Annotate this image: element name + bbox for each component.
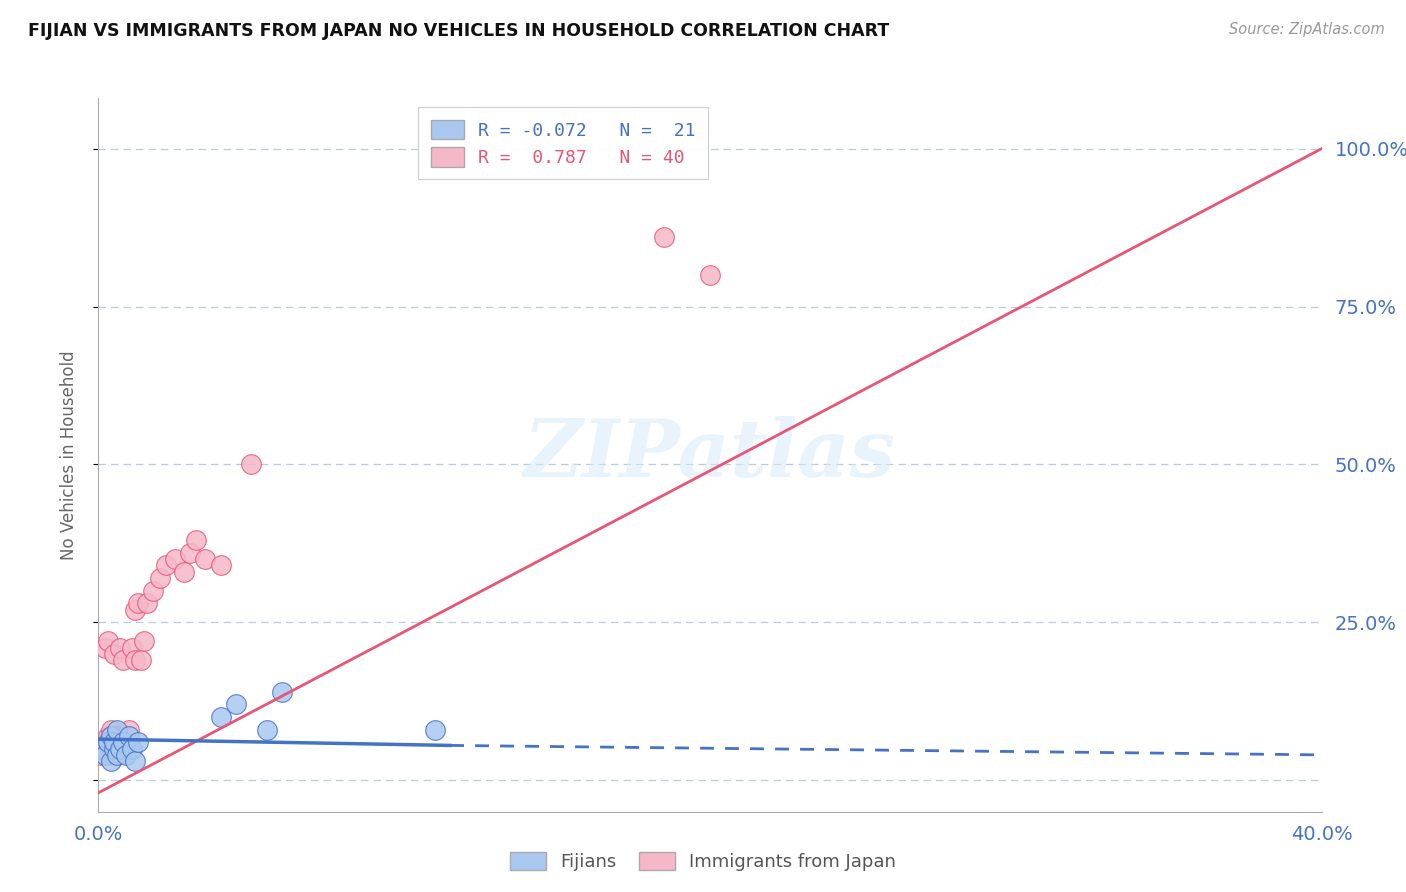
Point: [100, 754, 122, 768]
Point: [124, 653, 146, 667]
Point: [103, 647, 125, 661]
Point: [93, 741, 115, 756]
Point: [103, 741, 125, 756]
Text: Source: ZipAtlas.com: Source: ZipAtlas.com: [1229, 22, 1385, 37]
Y-axis label: No Vehicles in Household: No Vehicles in Household: [59, 350, 77, 560]
Point: [108, 741, 131, 756]
Point: [194, 552, 217, 566]
Point: [105, 729, 128, 743]
Point: [111, 653, 134, 667]
Point: [699, 268, 721, 282]
Point: [111, 729, 134, 743]
Point: [103, 735, 125, 749]
Point: [93, 640, 115, 655]
Point: [179, 546, 201, 560]
Point: [256, 723, 278, 737]
Point: [186, 533, 208, 548]
Point: [118, 723, 141, 737]
Point: [136, 596, 159, 610]
Point: [105, 747, 128, 762]
Point: [423, 723, 446, 737]
Point: [134, 634, 156, 648]
Point: [97, 634, 120, 648]
Point: [127, 596, 149, 610]
Point: [97, 729, 120, 743]
Point: [121, 640, 143, 655]
Point: [118, 729, 141, 743]
Point: [142, 583, 165, 598]
Point: [124, 754, 146, 768]
Point: [225, 698, 247, 712]
Point: [111, 735, 134, 749]
Point: [209, 710, 232, 724]
Point: [127, 735, 149, 749]
Point: [100, 747, 122, 762]
Point: [240, 458, 263, 472]
Point: [100, 729, 122, 743]
Point: [173, 565, 195, 579]
Legend: R = -0.072   N =  21, R =  0.787   N = 40: R = -0.072 N = 21, R = 0.787 N = 40: [419, 107, 709, 179]
Point: [97, 735, 120, 749]
Point: [103, 741, 125, 756]
Point: [108, 735, 131, 749]
Text: FIJIAN VS IMMIGRANTS FROM JAPAN NO VEHICLES IN HOUSEHOLD CORRELATION CHART: FIJIAN VS IMMIGRANTS FROM JAPAN NO VEHIC…: [28, 22, 890, 40]
Point: [121, 741, 143, 756]
Point: [115, 741, 138, 756]
Point: [105, 747, 128, 762]
Point: [652, 230, 675, 244]
Point: [129, 653, 152, 667]
Point: [108, 741, 131, 756]
Point: [124, 602, 146, 616]
Point: [115, 747, 138, 762]
Point: [103, 735, 125, 749]
Legend: Fijians, Immigrants from Japan: Fijians, Immigrants from Japan: [503, 845, 903, 879]
Point: [93, 747, 115, 762]
Point: [155, 558, 177, 573]
Point: [118, 735, 141, 749]
Point: [90, 747, 112, 762]
Point: [163, 552, 186, 566]
Point: [149, 571, 172, 585]
Point: [270, 684, 292, 698]
Point: [90, 741, 112, 756]
Point: [105, 723, 128, 737]
Text: ZIPatlas: ZIPatlas: [524, 417, 896, 493]
Point: [97, 735, 120, 749]
Point: [108, 640, 131, 655]
Point: [209, 558, 232, 573]
Point: [100, 723, 122, 737]
